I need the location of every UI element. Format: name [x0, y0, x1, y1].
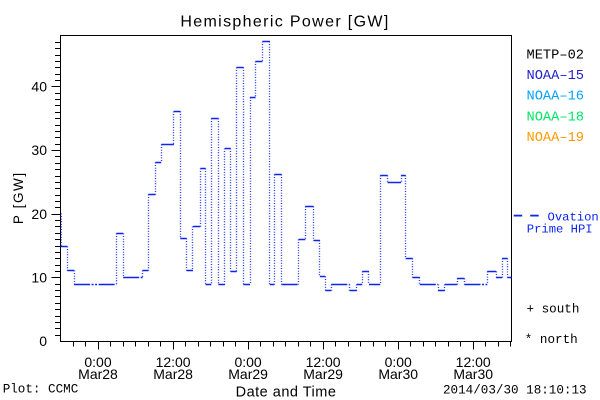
svg-text:+ south: + south: [527, 302, 580, 316]
svg-text:0:00: 0:00: [234, 354, 261, 370]
svg-text:40: 40: [31, 79, 47, 95]
svg-text:METP–02: METP–02: [527, 49, 585, 64]
svg-text:Hemispheric Power [GW]: Hemispheric Power [GW]: [180, 14, 389, 31]
svg-text:P [GW]: P [GW]: [11, 171, 26, 224]
svg-text:Mar28: Mar28: [78, 366, 118, 382]
svg-text:Plot: CCMC: Plot: CCMC: [3, 383, 79, 397]
svg-text:Date and Time: Date and Time: [236, 384, 337, 400]
svg-text:Mar29: Mar29: [228, 366, 268, 382]
svg-text:NOAA–16: NOAA–16: [527, 90, 585, 105]
svg-text:Mar30: Mar30: [453, 366, 493, 382]
svg-text:0:00: 0:00: [385, 354, 412, 370]
svg-text:Mar28: Mar28: [153, 366, 193, 382]
svg-text:Mar30: Mar30: [378, 366, 418, 382]
svg-text:12:00: 12:00: [306, 354, 341, 370]
svg-text:20: 20: [31, 206, 47, 222]
svg-text:0: 0: [39, 333, 47, 349]
svg-text:* north: * north: [525, 333, 578, 347]
svg-text:0:00: 0:00: [84, 354, 111, 370]
svg-text:NOAA–18: NOAA–18: [527, 110, 585, 125]
svg-text:12:00: 12:00: [156, 354, 191, 370]
svg-text:Mar29: Mar29: [303, 366, 343, 382]
svg-text:10: 10: [31, 270, 47, 286]
svg-text:12:00: 12:00: [456, 354, 491, 370]
svg-text:NOAA–15: NOAA–15: [527, 69, 585, 84]
svg-text:2014/03/30 18:10:13: 2014/03/30 18:10:13: [443, 384, 587, 398]
svg-text:Prime HPI: Prime HPI: [527, 223, 593, 237]
svg-text:30: 30: [31, 142, 47, 158]
svg-text:NOAA–19: NOAA–19: [527, 131, 585, 146]
svg-text:Ovation: Ovation: [548, 211, 599, 225]
